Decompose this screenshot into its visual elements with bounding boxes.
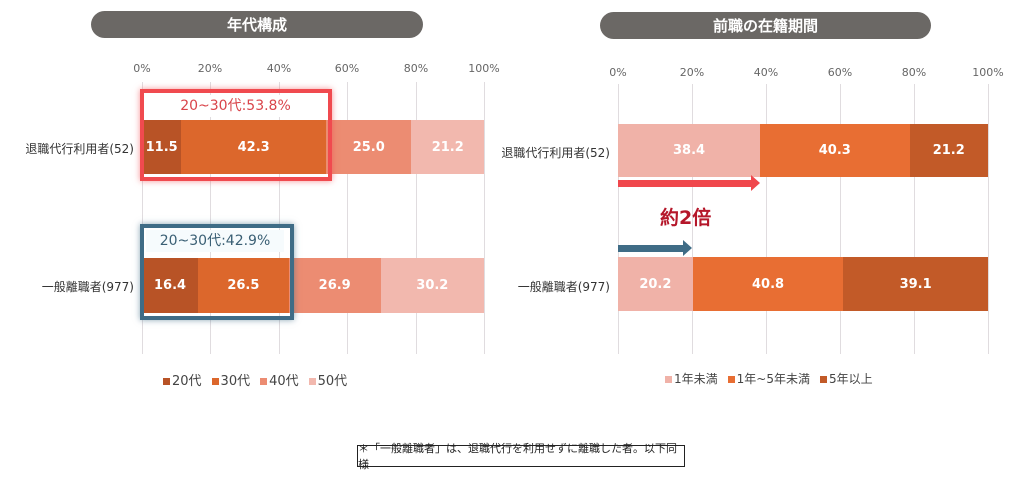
left-bar-row-1: 11.5 42.3 25.0 21.2 [142,120,484,174]
right-bar-row-1: 38.4 40.3 21.2 [618,124,988,177]
legend-item: 40代 [260,370,299,389]
tick: 20% [679,66,705,79]
arrow-right-icon [618,175,760,191]
tick: 100% [468,62,500,75]
legend-swatch-icon [665,376,672,383]
callout-text: 約2倍 [660,207,712,229]
footnote: ＊「一般離職者」は、退職代行を利用せずに離職した者。以下同様 [357,442,685,471]
tick: 60% [334,62,360,75]
tick: 40% [266,62,292,75]
bar-segment-20s: 16.4 [142,258,199,313]
bar-segment-40s: 25.0 [325,120,412,174]
tick: 100% [972,66,1004,79]
left-bar-row-2: 16.4 26.5 26.9 30.2 [142,258,484,313]
bar-segment-under-1yr: 38.4 [618,124,761,177]
tick: 0% [133,62,151,75]
legend-swatch-icon [211,378,219,385]
highlight-label-red: 20~30代:53.8% [147,95,324,117]
legend-item: 5年以上 [819,370,873,387]
bar-segment-30s: 26.5 [198,258,289,313]
legend-item: 1年~5年未満 [727,370,810,387]
legend-swatch-icon [308,378,316,385]
tick: 80% [403,62,429,75]
left-legend: 20代 30代 40代 50代 [163,370,347,389]
right-legend: 1年未満 1年~5年未満 5年以上 [665,370,873,387]
legend-swatch-icon [260,378,268,385]
highlight-box-blue [140,224,294,320]
tick: 80% [901,66,927,79]
bar-segment-50s: 21.2 [411,120,484,174]
highlight-label-blue: 20~30代:42.9% [146,230,284,252]
bar-segment-20s: 11.5 [142,120,182,174]
arrow-right-icon [618,240,692,256]
legend-swatch-icon [819,376,827,383]
legend-item: 50代 [308,370,347,389]
left-row-label: 退職代行利用者(52) [25,142,134,156]
highlight-box-red [140,89,332,181]
bar-segment-under-1yr: 20.2 [618,257,693,311]
bar-segment-over-5yr: 21.2 [909,124,988,177]
legend-item: 1年未満 [665,370,718,387]
left-row-label: 一般離職者(977) [41,280,134,294]
tick: 40% [753,66,779,79]
legend-item: 30代 [211,370,250,389]
bar-segment-40s: 26.9 [288,258,381,313]
legend-swatch-icon [163,378,170,385]
bar-segment-1-5yr: 40.3 [760,124,910,177]
right-chart-title: 前職の在籍期間 [600,12,931,39]
bar-segment-30s: 42.3 [181,120,326,174]
tick: 0% [609,66,627,79]
right-bar-row-2: 20.2 40.8 39.1 [618,257,988,311]
bar-segment-50s: 30.2 [380,258,484,313]
legend-swatch-icon [727,376,735,383]
bar-segment-over-5yr: 39.1 [843,257,988,311]
tick: 20% [197,62,223,75]
bar-segment-1-5yr: 40.8 [692,257,844,311]
tick: 60% [827,66,853,79]
right-row-label: 一般離職者(977) [517,280,610,294]
legend-item: 20代 [163,370,202,389]
right-row-label: 退職代行利用者(52) [501,146,610,160]
left-chart-title: 年代構成 [91,11,423,38]
